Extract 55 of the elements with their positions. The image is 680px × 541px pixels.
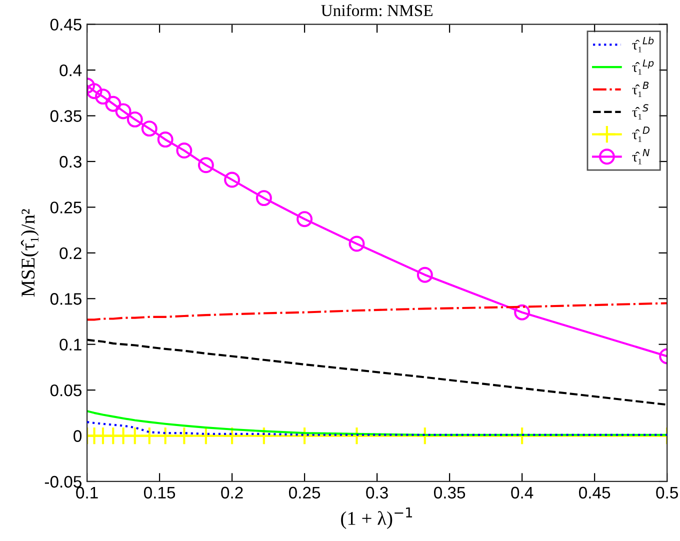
y-tick-label: 0.15: [50, 293, 82, 305]
x-tick-label: 0.5: [656, 486, 678, 499]
x-tick-label: 0.25: [288, 486, 320, 499]
line-series: [87, 302, 668, 321]
y-axis-title: MSE(τ̂₁)/n²: [20, 209, 39, 297]
x-tick-label: 0.4: [511, 486, 534, 499]
point: [156, 426, 175, 446]
y-tick-label: 0.2: [60, 247, 82, 260]
point: [512, 426, 532, 446]
point: [105, 96, 122, 112]
x-tick-label: 0.15: [144, 486, 176, 499]
point: [224, 172, 240, 188]
point: [256, 190, 272, 206]
legend-label: τ̂₁$^{B}$: [632, 82, 649, 97]
x-tick-label: 0.2: [221, 486, 243, 499]
point: [347, 426, 366, 446]
point: [141, 120, 158, 137]
point: [87, 83, 102, 100]
point: [296, 211, 313, 228]
point: [222, 426, 242, 446]
point: [348, 236, 365, 252]
y-tick-label: 0.4: [60, 64, 82, 76]
legend-label: τ̂₁$^{Lb}$: [632, 36, 654, 52]
chart-title: Uniform: NMSE: [321, 4, 432, 16]
legend-label: τ̂₁$^{Lp}$: [632, 59, 654, 75]
point: [174, 426, 194, 446]
x-tick-label: 0.1: [76, 486, 98, 499]
legend-label: τ̂₁$^{S}$: [632, 104, 648, 120]
point: [254, 426, 274, 446]
legend-label: τ̂₁$^{N}$: [632, 149, 650, 164]
legend-label: τ̂₁$^{D}$: [632, 126, 650, 142]
point: [157, 132, 174, 148]
y-tick-label: 0.35: [50, 110, 82, 122]
point: [416, 266, 433, 283]
point: [115, 103, 132, 120]
line-series: [87, 338, 668, 406]
point: [416, 426, 434, 446]
x-axis-title: (1 + λ)$^{−1}$: [341, 507, 412, 529]
x-tick-label: 0.3: [366, 486, 388, 499]
point: [295, 426, 314, 446]
point: [198, 157, 214, 174]
y-tick-label: 0.45: [50, 18, 82, 31]
point: [95, 88, 111, 105]
point: [176, 142, 192, 159]
y-tick-label: 0.3: [60, 156, 82, 168]
x-tick-label: 0.35: [434, 486, 466, 499]
y-tick-label: 0.25: [50, 202, 82, 214]
point: [514, 304, 530, 320]
point: [126, 111, 143, 128]
x-tick-label: 0.45: [579, 486, 610, 499]
y-tick-label: 0: [74, 430, 82, 442]
y-tick-label: -0.05: [44, 476, 82, 488]
point: [140, 426, 159, 446]
y-tick-label: 0.1: [60, 338, 82, 351]
y-tick-label: 0.05: [50, 384, 82, 396]
